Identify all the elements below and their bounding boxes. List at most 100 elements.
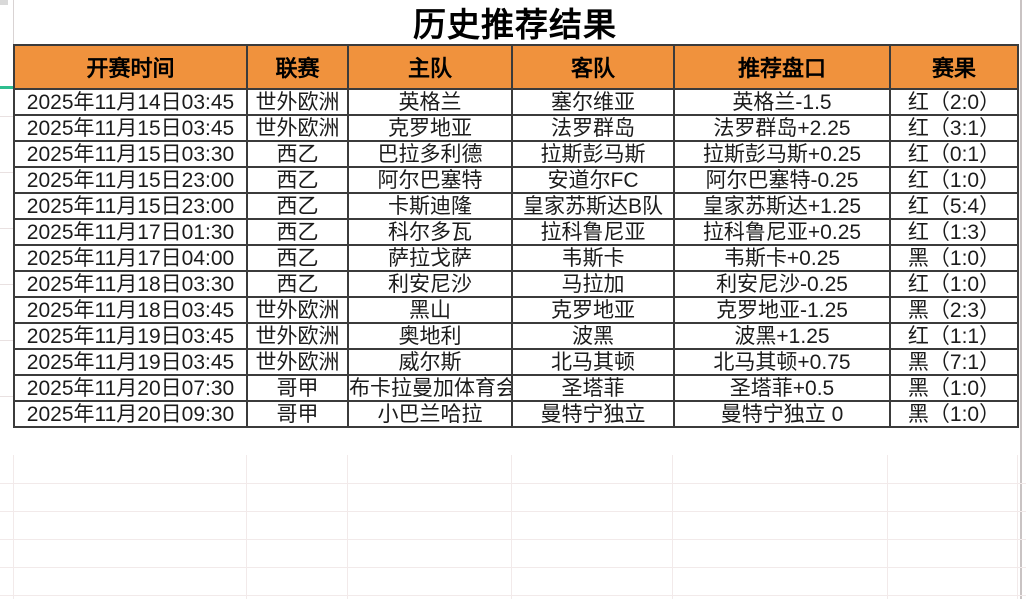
cell-kickoff-time[interactable]: 2025年11月18日03:45 bbox=[13, 296, 248, 324]
table-body: 2025年11月14日03:45 世外欧洲 英格兰 塞尔维亚 英格兰-1.5 红（2:0）… bbox=[13, 88, 1019, 428]
cell-away-team[interactable]: 皇家苏斯达B队 bbox=[511, 192, 675, 220]
cell-handicap[interactable]: 圣塔菲+0.5 bbox=[673, 374, 891, 402]
cell-handicap[interactable]: 韦斯卡+0.25 bbox=[673, 244, 891, 272]
cell-league[interactable]: 西乙 bbox=[246, 166, 349, 194]
cell-result[interactable]: 黑（7:1） bbox=[889, 348, 1019, 376]
gridline-v-empty bbox=[511, 455, 512, 599]
cell-kickoff-time[interactable]: 2025年11月17日04:00 bbox=[13, 244, 248, 272]
cell-result[interactable]: 黑（1:0） bbox=[889, 244, 1019, 272]
cell-league[interactable]: 西乙 bbox=[246, 244, 349, 272]
cell-result[interactable]: 红（2:0） bbox=[889, 88, 1019, 116]
cell-home-team[interactable]: 布卡拉曼加体育会 bbox=[347, 374, 513, 402]
cell-away-team[interactable]: 安道尔FC bbox=[511, 166, 675, 194]
gridline-h-gutter bbox=[0, 172, 13, 173]
cell-result[interactable]: 黑（1:0） bbox=[889, 374, 1019, 402]
cell-kickoff-time[interactable]: 2025年11月19日03:45 bbox=[13, 322, 248, 350]
cell-kickoff-time[interactable]: 2025年11月15日03:30 bbox=[13, 140, 248, 168]
cell-result[interactable]: 红（1:0） bbox=[889, 166, 1019, 194]
col-header-away-team[interactable]: 客队 bbox=[511, 44, 675, 90]
cell-home-team[interactable]: 奥地利 bbox=[347, 322, 513, 350]
cell-handicap[interactable]: 拉斯彭马斯+0.25 bbox=[673, 140, 891, 168]
cell-league[interactable]: 世外欧洲 bbox=[246, 88, 349, 116]
table-row: 2025年11月18日03:30 西乙 利安尼沙 马拉加 利安尼沙-0.25 红（1:0） bbox=[13, 270, 1019, 298]
cell-result[interactable]: 红（0:1） bbox=[889, 140, 1019, 168]
col-header-kickoff-time[interactable]: 开赛时间 bbox=[13, 44, 248, 90]
results-table: 开赛时间 联赛 主队 客队 推荐盘口 赛果 2025年11月14日03:45 世外… bbox=[13, 44, 1019, 428]
cell-kickoff-time[interactable]: 2025年11月20日07:30 bbox=[13, 374, 248, 402]
cell-home-team[interactable]: 萨拉戈萨 bbox=[347, 244, 513, 272]
cell-away-team[interactable]: 北马其顿 bbox=[511, 348, 675, 376]
cell-handicap[interactable]: 利安尼沙-0.25 bbox=[673, 270, 891, 298]
cell-league[interactable]: 西乙 bbox=[246, 270, 349, 298]
gridline-h-empty bbox=[0, 595, 1026, 596]
cell-away-team[interactable]: 马拉加 bbox=[511, 270, 675, 298]
cell-league[interactable]: 世外欧洲 bbox=[246, 322, 349, 350]
cell-away-team[interactable]: 韦斯卡 bbox=[511, 244, 675, 272]
cell-home-team[interactable]: 小巴兰哈拉 bbox=[347, 400, 513, 428]
cell-home-team[interactable]: 利安尼沙 bbox=[347, 270, 513, 298]
cell-away-team[interactable]: 拉斯彭马斯 bbox=[511, 140, 675, 168]
cell-result[interactable]: 红（5:4） bbox=[889, 192, 1019, 220]
cell-league[interactable]: 世外欧洲 bbox=[246, 348, 349, 376]
cell-home-team[interactable]: 黑山 bbox=[347, 296, 513, 324]
cell-kickoff-time[interactable]: 2025年11月15日23:00 bbox=[13, 192, 248, 220]
sheet-corner-block bbox=[0, 0, 8, 5]
cell-handicap[interactable]: 英格兰-1.5 bbox=[673, 88, 891, 116]
cell-result[interactable]: 红（1:1） bbox=[889, 322, 1019, 350]
cell-league[interactable]: 世外欧洲 bbox=[246, 296, 349, 324]
gridline-v-empty bbox=[672, 455, 673, 599]
cell-result[interactable]: 红（3:1） bbox=[889, 114, 1019, 142]
cell-home-team[interactable]: 威尔斯 bbox=[347, 348, 513, 376]
col-header-home-team[interactable]: 主队 bbox=[347, 44, 513, 90]
cell-home-team[interactable]: 英格兰 bbox=[347, 88, 513, 116]
cell-home-team[interactable]: 科尔多瓦 bbox=[347, 218, 513, 246]
cell-away-team[interactable]: 圣塔菲 bbox=[511, 374, 675, 402]
col-header-league[interactable]: 联赛 bbox=[246, 44, 349, 90]
cell-handicap[interactable]: 波黑+1.25 bbox=[673, 322, 891, 350]
cell-handicap[interactable]: 阿尔巴塞特-0.25 bbox=[673, 166, 891, 194]
cell-kickoff-time[interactable]: 2025年11月18日03:30 bbox=[13, 270, 248, 298]
cell-kickoff-time[interactable]: 2025年11月15日23:00 bbox=[13, 166, 248, 194]
cell-handicap[interactable]: 法罗群岛+2.25 bbox=[673, 114, 891, 142]
gridline-h-empty bbox=[0, 511, 1026, 512]
cell-handicap[interactable]: 皇家苏斯达+1.25 bbox=[673, 192, 891, 220]
cell-home-team[interactable]: 巴拉多利德 bbox=[347, 140, 513, 168]
cell-league[interactable]: 哥甲 bbox=[246, 374, 349, 402]
cell-away-team[interactable]: 塞尔维亚 bbox=[511, 88, 675, 116]
cell-result[interactable]: 红（1:0） bbox=[889, 270, 1019, 298]
cell-kickoff-time[interactable]: 2025年11月15日03:45 bbox=[13, 114, 248, 142]
cell-away-team[interactable]: 法罗群岛 bbox=[511, 114, 675, 142]
cell-result[interactable]: 黑（2:3） bbox=[889, 296, 1019, 324]
cell-league[interactable]: 西乙 bbox=[246, 218, 349, 246]
cell-handicap[interactable]: 曼特宁独立 0 bbox=[673, 400, 891, 428]
cell-home-team[interactable]: 克罗地亚 bbox=[347, 114, 513, 142]
cell-away-team[interactable]: 曼特宁独立 bbox=[511, 400, 675, 428]
cell-result[interactable]: 红（1:3） bbox=[889, 218, 1019, 246]
cell-result[interactable]: 黑（1:0） bbox=[889, 400, 1019, 428]
header-row: 开赛时间 联赛 主队 客队 推荐盘口 赛果 bbox=[13, 44, 1019, 90]
gridline-v-empty bbox=[246, 455, 247, 599]
table-row: 2025年11月15日03:30 西乙 巴拉多利德 拉斯彭马斯 拉斯彭马斯+0.25 红（… bbox=[13, 140, 1019, 168]
cell-league[interactable]: 西乙 bbox=[246, 140, 349, 168]
table-row: 2025年11月17日01:30 西乙 科尔多瓦 拉科鲁尼亚 拉科鲁尼亚+0.25 红（1… bbox=[13, 218, 1019, 246]
gridline-h-empty bbox=[0, 539, 1026, 540]
cell-handicap[interactable]: 拉科鲁尼亚+0.25 bbox=[673, 218, 891, 246]
cell-kickoff-time[interactable]: 2025年11月20日09:30 bbox=[13, 400, 248, 428]
cell-home-team[interactable]: 阿尔巴塞特 bbox=[347, 166, 513, 194]
cell-kickoff-time[interactable]: 2025年11月17日01:30 bbox=[13, 218, 248, 246]
cell-league[interactable]: 哥甲 bbox=[246, 400, 349, 428]
cell-away-team[interactable]: 拉科鲁尼亚 bbox=[511, 218, 675, 246]
cell-league[interactable]: 西乙 bbox=[246, 192, 349, 220]
cell-kickoff-time[interactable]: 2025年11月14日03:45 bbox=[13, 88, 248, 116]
cell-kickoff-time[interactable]: 2025年11月19日03:45 bbox=[13, 348, 248, 376]
cell-handicap[interactable]: 克罗地亚-1.25 bbox=[673, 296, 891, 324]
gridline-v-empty bbox=[1017, 455, 1018, 599]
cell-home-team[interactable]: 卡斯迪隆 bbox=[347, 192, 513, 220]
cell-league[interactable]: 世外欧洲 bbox=[246, 114, 349, 142]
col-header-handicap[interactable]: 推荐盘口 bbox=[673, 44, 891, 90]
cell-away-team[interactable]: 波黑 bbox=[511, 322, 675, 350]
col-header-result[interactable]: 赛果 bbox=[889, 44, 1019, 90]
gridline-h-gutter bbox=[0, 340, 13, 341]
cell-away-team[interactable]: 克罗地亚 bbox=[511, 296, 675, 324]
cell-handicap[interactable]: 北马其顿+0.75 bbox=[673, 348, 891, 376]
